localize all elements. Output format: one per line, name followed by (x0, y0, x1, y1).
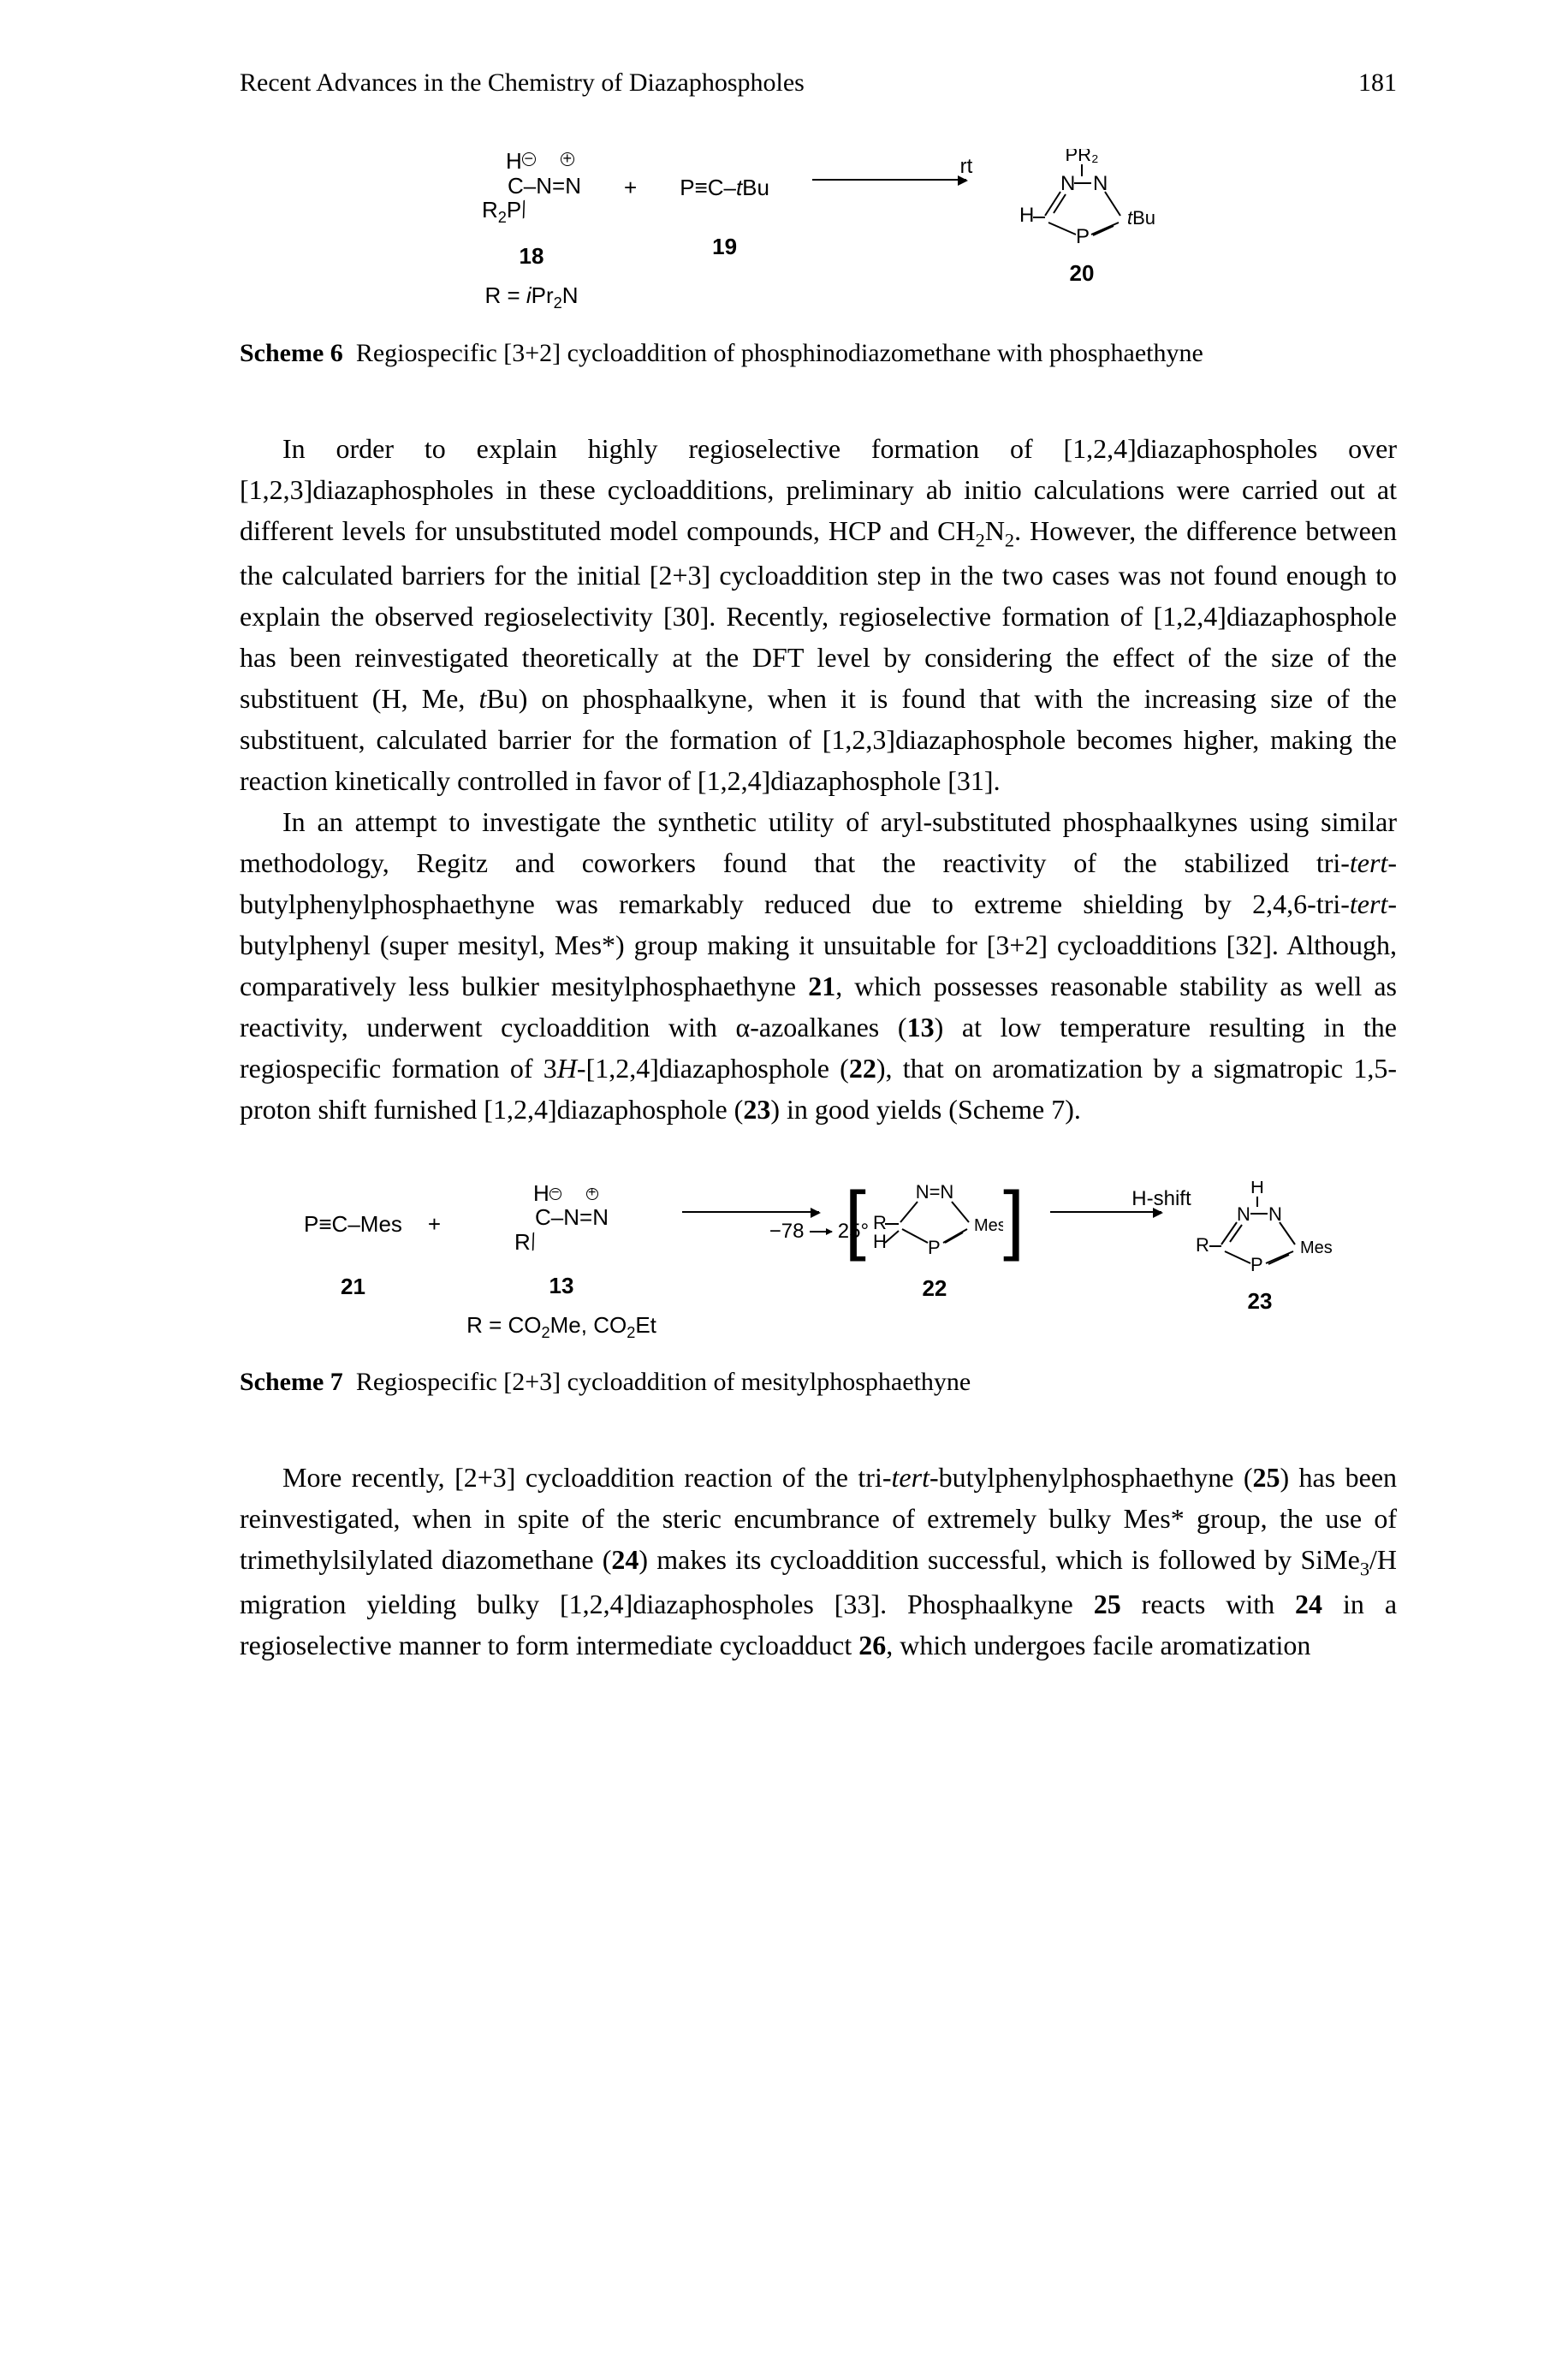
compound-20-num: 20 (1009, 260, 1155, 287)
running-title: Recent Advances in the Chemistry of Diaz… (240, 68, 805, 98)
compound-13-num: 13 (466, 1273, 656, 1299)
svg-text:N: N (1060, 172, 1075, 195)
scheme6-label: Scheme 6 (240, 339, 343, 367)
plus-sign-1: + (624, 149, 637, 201)
compound-21: P≡C–Mes 21 (304, 1181, 402, 1300)
scheme7-figure: P≡C–Mes 21 + H− + C–N=N R∕ 13 R = CO2Me,… (240, 1181, 1397, 1342)
reaction-arrow-2: −78 25° (682, 1181, 819, 1213)
page-number: 181 (1358, 68, 1397, 98)
reaction-arrow-1: rt (812, 149, 966, 181)
running-header: Recent Advances in the Chemistry of Diaz… (240, 68, 1397, 98)
paragraph-3: More recently, [2+3] cycloaddition react… (240, 1457, 1397, 1666)
reaction-arrow-3: H-shift (1050, 1181, 1161, 1213)
compound-19: P≡C–tBu 19 (680, 149, 769, 260)
compound-18-rdef: R = iPr2N (482, 282, 581, 312)
svg-text:PR₂: PR₂ (1065, 149, 1098, 165)
right-bracket-icon: ] (1003, 1190, 1025, 1250)
svg-text:N: N (1237, 1203, 1250, 1225)
compound-22-num: 22 (845, 1275, 1025, 1302)
paragraph-1: In order to explain highly regioselectiv… (240, 428, 1397, 801)
paragraph-2: In an attempt to investigate the synthet… (240, 801, 1397, 1130)
svg-text:H: H (1019, 204, 1034, 227)
svg-text:P: P (1250, 1254, 1263, 1271)
scheme7-caption: Scheme 7 Regiospecific [2+3] cycloadditi… (240, 1368, 1397, 1397)
scheme7-label: Scheme 7 (240, 1368, 343, 1396)
arrow-2-condition: −78 25° (751, 1220, 888, 1244)
svg-text:N=N: N=N (916, 1181, 954, 1203)
svg-text:Mes: Mes (974, 1216, 1003, 1235)
plus-sign-2: + (428, 1181, 441, 1238)
arrow-3-condition: H-shift (1106, 1187, 1217, 1211)
scheme7-caption-text: Regiospecific [2+3] cycloaddition of mes… (356, 1368, 971, 1396)
arrow-1-condition: rt (889, 155, 1043, 179)
svg-text:P: P (1076, 225, 1090, 243)
svg-text:P: P (928, 1237, 941, 1258)
compound-18-num: 18 (482, 243, 581, 270)
svg-text:H: H (1250, 1181, 1264, 1197)
compound-13: H− + C–N=N R∕ 13 R = CO2Me, CO2Et (466, 1181, 656, 1342)
scheme6-figure: H− + C–N=N R2P∕ 18 R = iPr2N + P≡C–tBu 1… (240, 149, 1397, 313)
compound-21-num: 21 (304, 1274, 402, 1300)
scheme6-caption: Scheme 6 Regiospecific [3+2] cycloadditi… (240, 339, 1397, 368)
compound-18: H− + C–N=N R2P∕ 18 R = iPr2N (482, 149, 581, 313)
compound-13-rdef: R = CO2Me, CO2Et (466, 1312, 656, 1342)
svg-text:N: N (1268, 1203, 1282, 1225)
svg-text:R: R (1196, 1234, 1209, 1256)
svg-text:tBu: tBu (1127, 207, 1155, 229)
scheme6-caption-text: Regiospecific [3+2] cycloaddition of pho… (356, 339, 1203, 367)
compound-19-num: 19 (680, 234, 769, 260)
compound-23-num: 23 (1187, 1288, 1333, 1315)
svg-text:Mes: Mes (1300, 1238, 1333, 1257)
